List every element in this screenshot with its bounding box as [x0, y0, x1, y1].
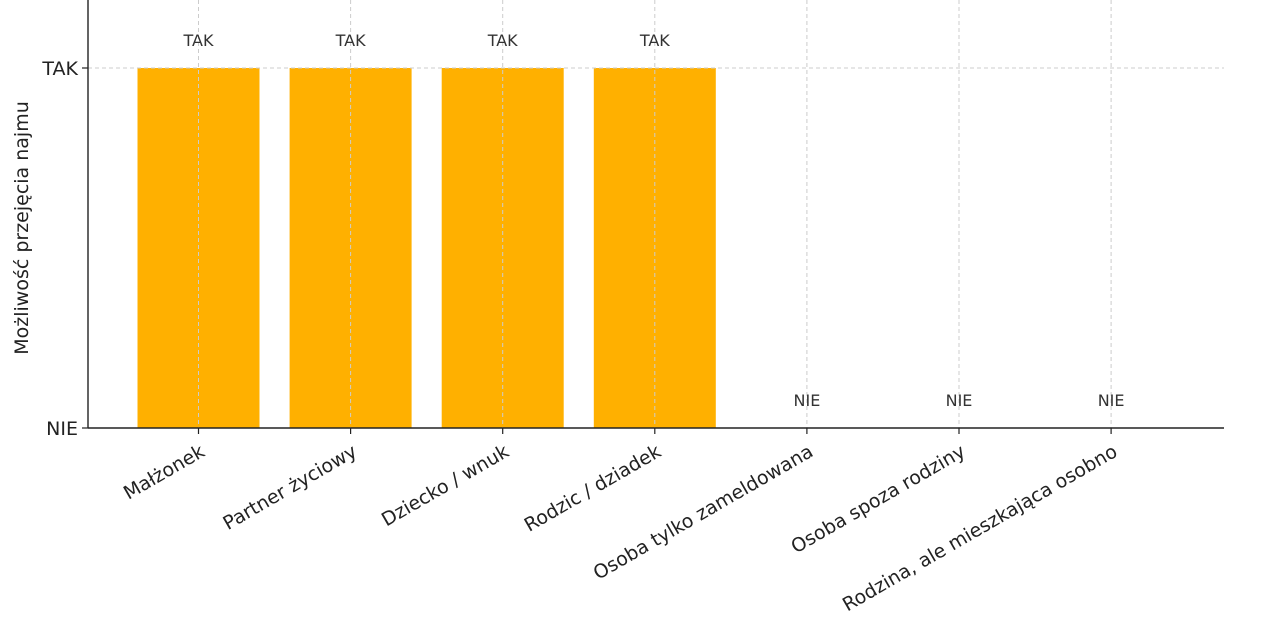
- bar-layer: [137, 68, 716, 428]
- data-label: NIE: [946, 391, 973, 410]
- data-label: NIE: [1098, 391, 1125, 410]
- y-tick-label: TAK: [41, 58, 78, 80]
- y-axis-label: Możliwość przejęcia najmu: [11, 101, 33, 355]
- data-label: TAK: [335, 31, 366, 50]
- x-tick-label: Małżonek: [120, 440, 209, 504]
- data-label: NIE: [794, 391, 821, 410]
- x-tick-label: Partner życiowy: [219, 440, 360, 534]
- x-tick-label: Dziecko / wnuk: [378, 440, 513, 531]
- y-tick-label: NIE: [46, 418, 78, 440]
- data-label: TAK: [487, 31, 518, 50]
- x-tick-label: Rodzic / dziadek: [521, 440, 665, 536]
- data-label: TAK: [639, 31, 670, 50]
- axis-layer: [82, 0, 1224, 434]
- x-tick-label: Rodzina, ale mieszkająca osobno: [839, 440, 1121, 616]
- data-label: TAK: [183, 31, 214, 50]
